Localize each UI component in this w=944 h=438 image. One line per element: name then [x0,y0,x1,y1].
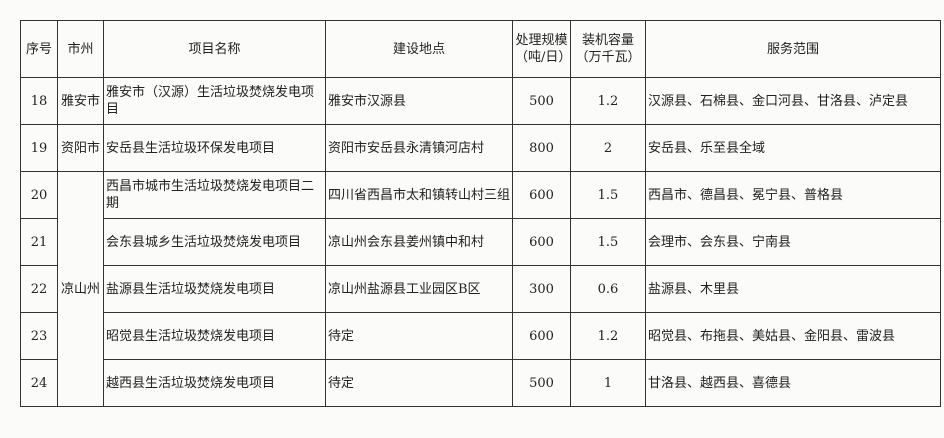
service-area: 昭觉县、布拖县、美姑县、金阳县、雷波县 [645,312,941,360]
header-capacity: 装机容量 （万千瓦） [570,20,646,78]
header-scale-line1: 处理规模 [515,33,568,48]
table-row: 21 会东县城乡生活垃圾焚烧发电项目 凉山州会东县姜州镇中和村 600 1.5 会理市、会… [20,218,941,266]
installed-capacity: 1.2 [570,77,646,125]
processing-scale: 800 [512,124,571,172]
header-site: 建设地点 [325,20,513,78]
installed-capacity: 2 [570,124,646,172]
installed-capacity: 1 [570,359,646,407]
service-area: 会理市、会东县、宁南县 [645,218,941,266]
header-no: 序号 [20,20,58,78]
build-site: 待定 [325,312,513,360]
table-row: 18 雅安市 雅安市（汉源）生活垃圾焚烧发电项目 雅安市汉源县 500 1.2 汉源县、石棉… [20,77,941,125]
header-service: 服务范围 [645,20,941,78]
project-name: 雅安市（汉源）生活垃圾焚烧发电项目 [103,77,326,125]
header-row: 序号 市州 项目名称 建设地点 处理规模 （吨/日） 装机容量 （万千瓦） 服务范围 [20,20,941,78]
header-city: 市州 [57,20,104,78]
table-row: 24 越西县生活垃圾焚烧发电项目 待定 500 1 甘洛县、越西县、喜德县 [20,359,941,407]
row-number: 23 [20,312,58,360]
project-name: 西昌市城市生活垃圾焚烧发电项目二期 [103,171,326,219]
header-capacity-line1: 装机容量 [581,33,634,48]
service-area: 甘洛县、越西县、喜德县 [645,359,941,407]
processing-scale: 500 [512,359,571,407]
table-row: 22 盐源县生活垃圾焚烧发电项目 凉山州盐源县工业园区B区 300 0.6 盐源县、木里县 [20,265,941,313]
service-area: 汉源县、石棉县、金口河县、甘洛县、泸定县 [645,77,941,125]
processing-scale: 600 [512,171,571,219]
processing-scale: 600 [512,218,571,266]
build-site: 凉山州盐源县工业园区B区 [325,265,513,313]
processing-scale: 300 [512,265,571,313]
row-number: 21 [20,218,58,266]
table-row: 19 资阳市 安岳县生活垃圾环保发电项目 资阳市安岳县永清镇河店村 800 2 安岳县、乐至… [20,124,941,172]
row-number: 24 [20,359,58,407]
service-area: 西昌市、德昌县、冕宁县、普格县 [645,171,941,219]
project-name: 安岳县生活垃圾环保发电项目 [103,124,326,172]
city-cell: 资阳市 [57,124,104,172]
installed-capacity: 0.6 [570,265,646,313]
header-scale: 处理规模 （吨/日） [512,20,572,78]
build-site: 凉山州会东县姜州镇中和村 [325,218,513,266]
project-name: 会东县城乡生活垃圾焚烧发电项目 [103,218,326,266]
processing-scale: 500 [512,77,571,125]
header-capacity-line2: （万千瓦） [575,50,641,65]
row-number: 18 [20,77,58,125]
table-row: 20 凉山州 西昌市城市生活垃圾焚烧发电项目二期 四川省西昌市太和镇转山村三组 600 1… [20,171,941,407]
service-area: 盐源县、木里县 [645,265,941,313]
row-number: 20 [20,171,58,219]
service-area: 安岳县、乐至县全域 [645,124,941,172]
row-number: 19 [20,124,58,172]
installed-capacity: 1.5 [570,218,646,266]
installed-capacity: 1.2 [570,312,646,360]
installed-capacity: 1.5 [570,171,646,219]
header-scale-line2: （吨/日） [515,50,572,65]
build-site: 资阳市安岳县永清镇河店村 [325,124,513,172]
project-name: 昭觉县生活垃圾焚烧发电项目 [103,312,326,360]
processing-scale: 600 [512,312,571,360]
project-name: 盐源县生活垃圾焚烧发电项目 [103,265,326,313]
build-site: 四川省西昌市太和镇转山村三组 [325,171,513,219]
row-number: 22 [20,265,58,313]
header-name: 项目名称 [103,20,326,78]
build-site: 待定 [325,359,513,407]
table-row: 23 昭觉县生活垃圾焚烧发电项目 待定 600 1.2 昭觉县、布拖县、美姑县、金阳县、雷… [20,312,941,360]
build-site: 雅安市汉源县 [325,77,513,125]
city-cell: 凉山州 [57,171,104,407]
project-name: 越西县生活垃圾焚烧发电项目 [103,359,326,407]
project-table: 序号 市州 项目名称 建设地点 处理规模 （吨/日） 装机容量 （万千瓦） 服务范围… [20,20,941,407]
city-cell: 雅安市 [57,77,104,125]
